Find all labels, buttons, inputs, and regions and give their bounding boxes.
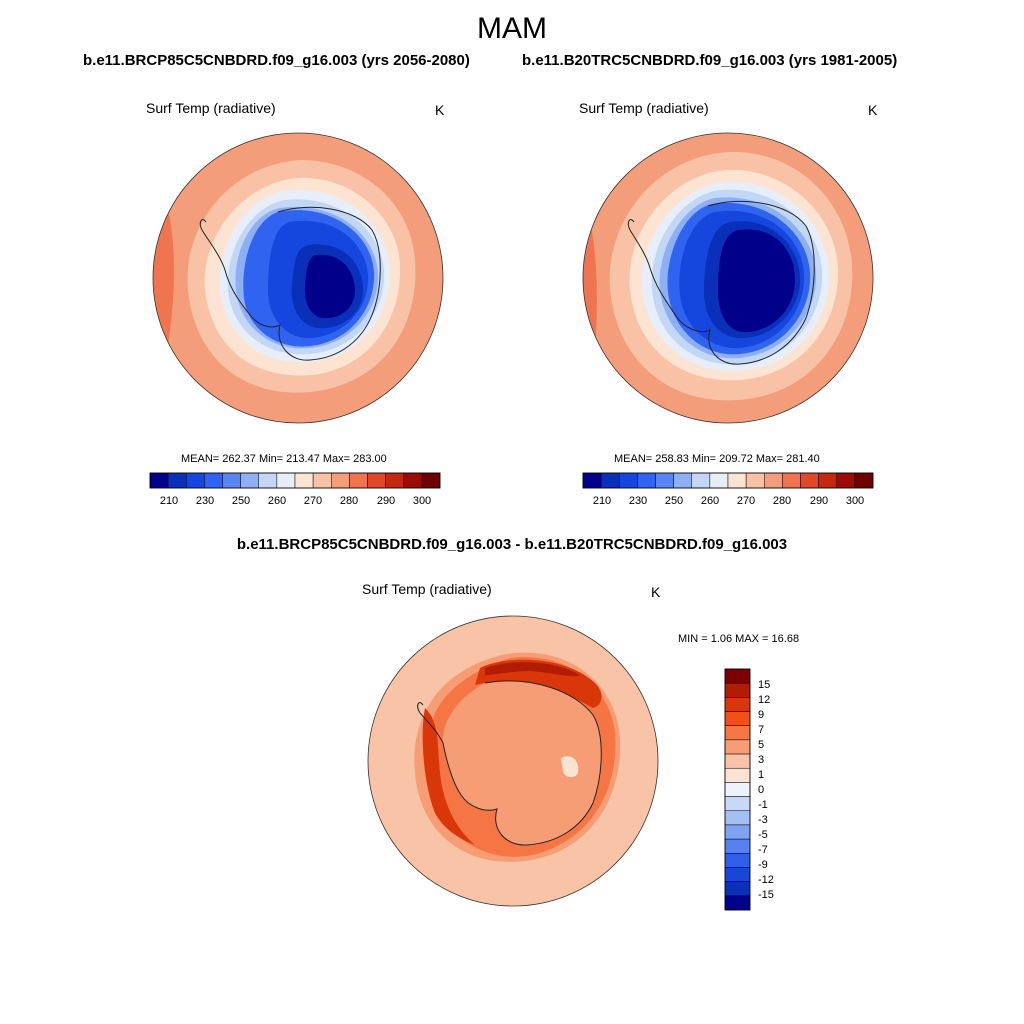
colorbar-swatch: [724, 867, 751, 882]
diff-cbar-tick: 0: [758, 784, 765, 796]
colorbar-swatch: [724, 881, 751, 897]
right-cbar-tick: 280: [772, 495, 792, 507]
colorbar-swatch: [619, 472, 638, 489]
colorbar-swatch: [724, 767, 751, 783]
colorbar-swatch: [724, 782, 751, 797]
colorbar-swatch: [724, 895, 751, 911]
colorbar-swatch: [655, 472, 674, 489]
left-cbar-tick: 280: [339, 495, 359, 507]
right-polar-map: [582, 132, 874, 424]
left-case-title: b.e11.BRCP85C5CNBDRD.f09_g16.003 (yrs 20…: [83, 52, 470, 69]
right-cbar-tick: 230: [628, 495, 648, 507]
colorbar-swatch: [673, 472, 692, 489]
right-variable-label: Surf Temp (radiative): [579, 100, 709, 116]
left-cbar-tick: 300: [412, 495, 432, 507]
colorbar-swatch: [724, 697, 751, 712]
colorbar-swatch: [367, 472, 386, 489]
colorbar-swatch: [727, 472, 747, 489]
diff-variable-label: Surf Temp (radiative): [362, 581, 492, 597]
right-cbar-tick: 210: [592, 495, 612, 507]
colorbar-swatch: [724, 796, 751, 812]
left-variable-label: Surf Temp (radiative): [146, 100, 276, 116]
diff-cbar-tick: 12: [758, 694, 771, 706]
left-colorbar: [149, 472, 441, 489]
left-cbar-tick: 250: [231, 495, 251, 507]
colorbar-swatch: [149, 472, 169, 489]
colorbar-swatch: [167, 472, 187, 489]
diff-cbar-tick: -3: [758, 814, 768, 826]
right-cbar-tick: 290: [809, 495, 829, 507]
left-cbar-tick: 260: [267, 495, 287, 507]
colorbar-swatch: [782, 472, 801, 489]
colorbar-swatch: [222, 472, 241, 489]
diff-cbar-tick: 5: [758, 739, 765, 751]
colorbar-swatch: [818, 472, 837, 489]
diff-cbar-tick: -5: [758, 829, 768, 841]
colorbar-swatch: [800, 472, 819, 489]
colorbar-swatch: [186, 472, 205, 489]
colorbar-swatch: [724, 668, 751, 684]
colorbar-swatch: [724, 711, 751, 726]
diff-cbar-tick: -1: [758, 799, 768, 811]
colorbar-swatch: [724, 853, 751, 868]
colorbar-swatch: [724, 810, 751, 826]
colorbar-swatch: [745, 472, 765, 489]
colorbar-swatch: [204, 472, 223, 489]
diff-stats: MIN = 1.06 MAX = 16.68: [678, 633, 800, 645]
figure-title: MAM: [477, 12, 547, 45]
colorbar-swatch: [854, 472, 874, 489]
difference-colorbar: [724, 668, 751, 911]
colorbar-swatch: [240, 472, 259, 489]
diff-cbar-tick: -9: [758, 859, 768, 871]
colorbar-swatch: [385, 472, 404, 489]
diff-cbar-tick: -15: [758, 889, 774, 901]
colorbar-swatch: [312, 472, 332, 489]
difference-title: b.e11.BRCP85C5CNBDRD.f09_g16.003 - b.e11…: [236, 536, 788, 553]
diff-cbar-tick: -12: [758, 874, 774, 886]
colorbar-swatch: [724, 739, 751, 755]
right-cbar-tick: 270: [736, 495, 756, 507]
diff-cbar-tick: 15: [758, 679, 771, 691]
colorbar-swatch: [600, 472, 620, 489]
colorbar-swatch: [709, 472, 729, 489]
colorbar-swatch: [724, 682, 751, 698]
diff-cbar-tick: 3: [758, 754, 765, 766]
colorbar-swatch: [836, 472, 856, 489]
diff-cbar-tick: 7: [758, 724, 765, 736]
right-cbar-tick: 260: [700, 495, 720, 507]
difference-polar-map: [367, 615, 659, 907]
diff-cbar-tick: 1: [758, 769, 765, 781]
left-cbar-tick: 230: [195, 495, 215, 507]
colorbar-swatch: [403, 472, 423, 489]
colorbar-swatch: [258, 472, 278, 489]
left-polar-map: [152, 132, 444, 424]
colorbar-swatch: [724, 753, 751, 769]
colorbar-swatch: [724, 725, 751, 741]
right-stats: MEAN= 258.83 Min= 209.72 Max= 281.40: [614, 453, 820, 465]
colorbar-swatch: [421, 472, 441, 489]
colorbar-swatch: [764, 472, 783, 489]
right-units-label: K: [868, 102, 878, 118]
colorbar-swatch: [637, 472, 656, 489]
right-colorbar: [582, 472, 874, 489]
colorbar-swatch: [349, 472, 368, 489]
left-stats: MEAN= 262.37 Min= 213.47 Max= 283.00: [181, 453, 387, 465]
left-units-label: K: [435, 102, 445, 118]
colorbar-swatch: [276, 472, 296, 489]
diff-cbar-tick: -7: [758, 844, 768, 856]
colorbar-swatch: [331, 472, 350, 489]
colorbar-swatch: [582, 472, 602, 489]
right-case-title: b.e11.B20TRC5CNBDRD.f09_g16.003 (yrs 198…: [522, 52, 898, 69]
diff-cbar-tick: 9: [758, 709, 765, 721]
colorbar-swatch: [294, 472, 314, 489]
colorbar-swatch: [691, 472, 711, 489]
colorbar-swatch: [724, 824, 751, 840]
right-cbar-tick: 250: [664, 495, 684, 507]
colorbar-swatch: [724, 838, 751, 854]
left-cbar-tick: 210: [159, 495, 179, 507]
left-cbar-tick: 290: [376, 495, 396, 507]
right-cbar-tick: 300: [845, 495, 865, 507]
left-cbar-tick: 270: [303, 495, 323, 507]
diff-units-label: K: [651, 584, 661, 600]
